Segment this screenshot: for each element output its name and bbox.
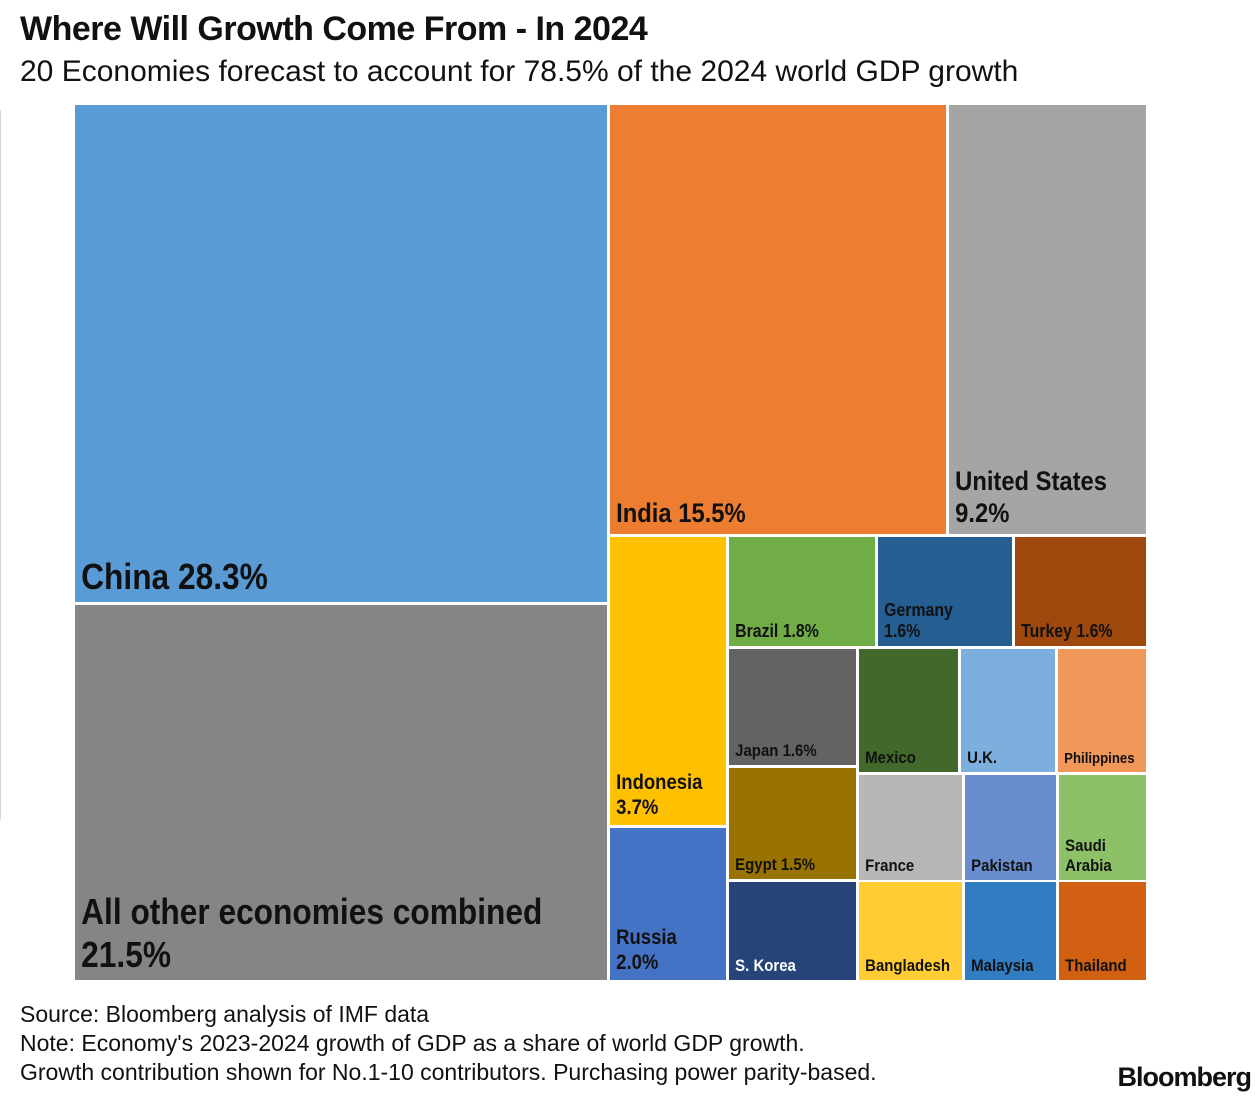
tile-value-brazil: 1.8%	[782, 620, 819, 641]
tile-label-other: All other economies combined 21.5%	[75, 891, 542, 980]
tile-label-indonesia: Indonesia 3.7%	[610, 771, 702, 825]
tile-name-brazil: Brazil	[735, 620, 779, 641]
source-note: Source: Bloomberg analysis of IMF data	[20, 1001, 430, 1027]
tile-label-egypt: Egypt 1.5%	[729, 855, 815, 879]
tile-value-germany: 1.6%	[884, 620, 921, 641]
tile-label-thailand: Thailand	[1059, 956, 1127, 980]
tile-name-turkey: Turkey	[1021, 620, 1072, 641]
tile-line-malaysia: Malaysia	[971, 956, 1033, 976]
tile-name-france: France	[865, 855, 915, 875]
treemap-tile-mexico: Mexico	[857, 647, 960, 774]
treemap-tile-germany: Germany 1.6%	[876, 535, 1014, 648]
tile-name-bangladesh: Bangladesh	[865, 955, 950, 975]
tile-value-india: 15.5%	[678, 498, 746, 529]
treemap-tile-skorea: S. Korea	[727, 880, 858, 982]
tile-name-russia: Russia	[616, 926, 677, 950]
treemap-tile-china: China 28.3%	[73, 103, 609, 604]
tile-name-germany: Germany	[884, 599, 953, 620]
tile-line-egypt: Egypt 1.5%	[735, 855, 815, 875]
tile-line-france: France	[865, 856, 914, 876]
tile-name-pakistan: Pakistan	[971, 855, 1033, 875]
tile-line-mexico: Mexico	[865, 748, 916, 768]
tile-value-egypt: 1.5%	[780, 854, 815, 874]
treemap-tile-other: All other economies combined 21.5%	[73, 603, 609, 982]
tile-value-russia: 2.0%	[616, 951, 659, 975]
tile-name-other: All other economies combined	[81, 891, 543, 933]
tile-label-india: India 15.5%	[610, 498, 745, 534]
tile-value-japan: 1.6%	[782, 740, 817, 760]
treemap-tile-saudi: Saudi Arabia	[1057, 773, 1148, 882]
tile-label-us: United States 9.2%	[949, 466, 1107, 534]
tile-label-malaysia: Malaysia	[965, 956, 1033, 980]
tile-label-uk: U.K.	[961, 748, 997, 772]
treemap-tile-thailand: Thailand	[1057, 880, 1148, 982]
treemap-tile-egypt: Egypt 1.5%	[727, 766, 858, 881]
tile-name-india: India	[616, 498, 672, 529]
tile-line-brazil: Brazil 1.8%	[735, 621, 819, 642]
tile-line-turkey: Turkey 1.6%	[1021, 621, 1112, 642]
tile-name-mexico: Mexico	[865, 747, 916, 767]
tile-line-philippines: Philippines	[1064, 750, 1134, 768]
tile-label-turkey: Turkey 1.6%	[1015, 621, 1112, 646]
tile-name-indonesia: Indonesia	[616, 771, 703, 795]
treemap-tile-uk: U.K.	[959, 647, 1057, 774]
tile-label-mexico: Mexico	[859, 748, 916, 772]
tile-name-uk: U.K.	[967, 747, 998, 767]
treemap-tile-philippines: Philippines	[1056, 647, 1148, 774]
treemap-tile-russia: Russia 2.0%	[608, 826, 728, 982]
tile-line-pakistan: Pakistan	[971, 856, 1033, 876]
tile-name-philippines: Philippines	[1064, 750, 1135, 768]
tile-label-philippines: Philippines	[1058, 750, 1134, 772]
chart-title: Where Will Growth Come From - In 2024	[20, 10, 648, 48]
divider	[0, 110, 1, 820]
tile-name-us: United States	[955, 466, 1108, 497]
methodology-note-2: Growth contribution shown for No.1-10 co…	[20, 1059, 877, 1085]
tile-name-malaysia: Malaysia	[971, 955, 1034, 975]
tile-label-japan: Japan 1.6%	[729, 741, 817, 765]
tile-name-saudi: Saudi Arabia	[1065, 835, 1112, 875]
tile-name-japan: Japan	[735, 740, 779, 760]
tile-name-skorea: S. Korea	[735, 955, 796, 975]
tile-value-indonesia: 3.7%	[616, 796, 659, 820]
treemap-tile-malaysia: Malaysia	[963, 880, 1058, 982]
treemap-tile-japan: Japan 1.6%	[727, 647, 858, 767]
treemap-tile-turkey: Turkey 1.6%	[1013, 535, 1148, 648]
tile-label-france: France	[859, 856, 914, 880]
tile-line-bangladesh: Bangladesh	[865, 956, 950, 976]
tile-name-china: China	[81, 555, 170, 597]
tile-label-russia: Russia 2.0%	[610, 926, 677, 980]
tile-line-china: China 28.3%	[81, 556, 268, 598]
chart-subtitle: 20 Economies forecast to account for 78.…	[20, 55, 1019, 88]
tile-line-uk: U.K.	[967, 748, 997, 768]
tile-label-skorea: S. Korea	[729, 956, 796, 980]
treemap-tile-india: India 15.5%	[608, 103, 948, 536]
tile-label-saudi: Saudi Arabia	[1059, 836, 1133, 880]
methodology-note: Note: Economy's 2023-2024 growth of GDP …	[20, 1030, 805, 1056]
treemap-tile-pakistan: Pakistan	[963, 773, 1058, 882]
tile-value-other: 21.5%	[81, 933, 171, 975]
tile-value-us: 9.2%	[955, 498, 1010, 529]
tile-value-turkey: 1.6%	[1076, 620, 1113, 641]
tile-value-china: 28.3%	[177, 555, 268, 597]
tile-line-skorea: S. Korea	[735, 956, 796, 976]
tile-label-china: China 28.3%	[75, 556, 268, 602]
treemap-tile-bangladesh: Bangladesh	[857, 880, 964, 982]
tile-label-pakistan: Pakistan	[965, 856, 1033, 880]
tile-name-thailand: Thailand	[1065, 955, 1127, 975]
treemap-tile-brazil: Brazil 1.8%	[727, 535, 877, 648]
tile-name-egypt: Egypt	[735, 854, 777, 874]
tile-line-japan: Japan 1.6%	[735, 741, 817, 761]
tile-label-bangladesh: Bangladesh	[859, 956, 950, 980]
tile-line-thailand: Thailand	[1065, 956, 1127, 976]
tile-line-india: India 15.5%	[616, 498, 745, 530]
tile-label-brazil: Brazil 1.8%	[729, 621, 819, 646]
treemap-tile-france: France	[857, 773, 964, 882]
treemap-tile-us: United States 9.2%	[947, 103, 1148, 536]
tile-label-germany: Germany 1.6%	[878, 600, 953, 646]
treemap-tile-indonesia: Indonesia 3.7%	[608, 535, 728, 827]
bloomberg-logo: Bloomberg	[1117, 1062, 1252, 1092]
chart-footer: Source: Bloomberg analysis of IMF data N…	[20, 1000, 877, 1087]
